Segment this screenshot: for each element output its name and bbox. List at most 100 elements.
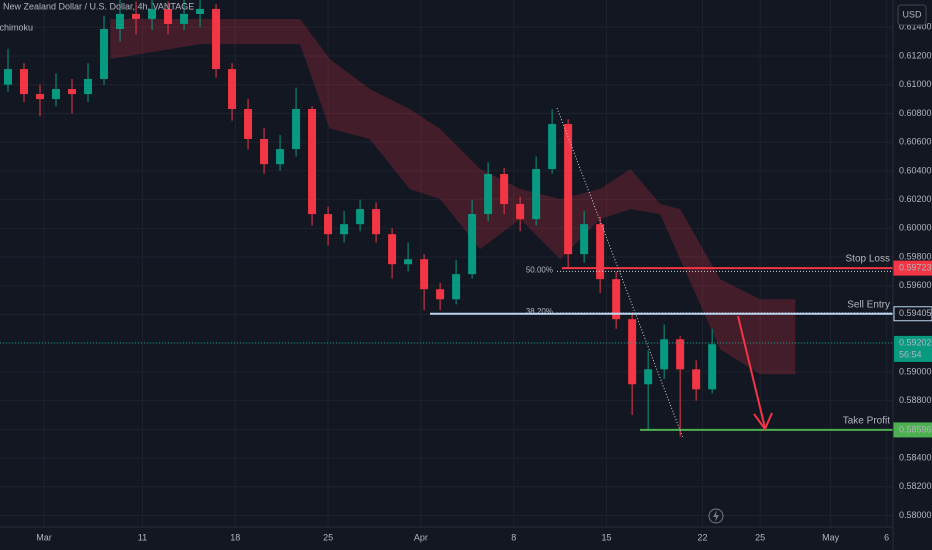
candle-body — [580, 224, 589, 255]
icon-bolt — [713, 510, 719, 522]
level-tag — [893, 306, 932, 322]
currency-label: USD — [902, 9, 922, 19]
level-price: 0.59723 — [899, 262, 932, 272]
candle-body — [372, 209, 381, 235]
candle-body — [564, 124, 573, 255]
last-price-tag — [894, 335, 932, 362]
countdown: 56:54 — [899, 349, 922, 359]
level-price: 0.58596 — [899, 424, 932, 434]
candle-body — [308, 108, 317, 215]
candle-body — [692, 369, 701, 390]
y-tick-label: 0.58200 — [899, 481, 932, 491]
x-tick-label: 25 — [755, 532, 765, 542]
lightning-icon[interactable] — [708, 508, 724, 524]
candle-body — [68, 89, 77, 95]
y-tick-label: 0.61400 — [899, 22, 932, 32]
candle-body — [644, 369, 653, 385]
x-tick-label: 18 — [230, 532, 240, 542]
candle-body — [132, 13, 141, 19]
x-tick-label: 6 — [884, 532, 889, 542]
x-tick-label: 25 — [323, 532, 333, 542]
level-name: Sell Entry — [847, 299, 890, 310]
x-tick-label: 11 — [138, 532, 147, 542]
level-tag — [893, 260, 932, 276]
y-tick-label: 0.58800 — [899, 395, 932, 405]
candle-body — [484, 174, 493, 215]
candle-body — [324, 214, 333, 235]
arrow-shaft — [737, 315, 766, 429]
x-tick-label: 15 — [602, 532, 612, 542]
candle-body — [244, 108, 253, 140]
candle-body — [52, 89, 61, 100]
fib-trend-line — [556, 107, 684, 439]
candle-body — [404, 259, 413, 265]
candle-body — [548, 124, 557, 170]
level-name: Stop Loss — [846, 254, 890, 265]
candle-body — [660, 339, 669, 370]
candle-body — [500, 174, 509, 205]
candle-body — [228, 69, 237, 109]
candle-body — [212, 8, 221, 70]
y-tick-label: 0.59000 — [899, 366, 932, 376]
candle-body — [516, 204, 525, 220]
x-tick-label: Mar — [36, 532, 52, 542]
candle-body — [292, 108, 301, 150]
y-tick-label: 0.61000 — [899, 79, 932, 89]
plot: 50.00% 38.20% Stop Loss Sell Entry Take Prof… — [0, 0, 893, 437]
axis-labels: 0.61400 0.61200 0.61000 0.60800 0.60600 0.604… — [36, 22, 932, 542]
candle-body — [164, 8, 173, 24]
candle-body — [420, 259, 429, 290]
fib-label: 38.20% — [526, 307, 553, 316]
x-tick-label: Apr — [414, 532, 428, 542]
candle-body — [532, 169, 541, 220]
candle-body — [628, 319, 637, 385]
candle-body — [276, 149, 285, 165]
candle-body — [4, 69, 13, 85]
y-tick-label: 0.59800 — [899, 251, 932, 261]
candle-body — [612, 279, 621, 320]
level-name: Take Profit — [843, 416, 890, 427]
x-tick-label: May — [822, 532, 840, 542]
y-tick-label: 0.61200 — [899, 50, 932, 60]
y-tick-label: 0.58000 — [899, 510, 932, 520]
fib-label: 50.00% — [526, 266, 553, 275]
arrow — [737, 315, 773, 431]
candle-body — [676, 339, 685, 370]
y-tick-label: 0.60800 — [899, 108, 932, 118]
candle-body — [84, 78, 93, 95]
candle-body — [100, 29, 109, 79]
candle-body — [708, 344, 717, 390]
grid — [0, 0, 893, 527]
ichimoku-cloud — [110, 18, 796, 375]
y-tick-label: 0.59600 — [899, 280, 932, 290]
candle-body — [260, 139, 269, 165]
x-tick-label: 8 — [511, 532, 516, 542]
y-tick-label: 0.60000 — [899, 223, 932, 233]
candle-body — [356, 209, 365, 225]
level-price: 0.59405 — [899, 308, 932, 318]
candle-body — [180, 13, 189, 24]
arrow-head — [753, 412, 773, 431]
symbol-title: New Zealand Dollar / U.S. Dollar, 4h, VA… — [3, 1, 194, 11]
candle-body — [340, 224, 349, 235]
indicator-name: Ichimoku — [0, 22, 33, 32]
candle-body — [20, 69, 29, 95]
candle-body — [436, 289, 445, 300]
candle-body — [36, 94, 45, 100]
icon-circle — [708, 508, 724, 524]
candle-body — [388, 234, 397, 265]
x-tick-label: 22 — [698, 532, 708, 542]
y-tick-label: 0.60200 — [899, 194, 932, 204]
candle-body — [148, 8, 157, 19]
candle-body — [468, 214, 477, 275]
candle-body — [596, 224, 605, 280]
candle-body — [196, 8, 205, 14]
y-tick-label: 0.60400 — [899, 165, 932, 175]
currency-button[interactable] — [897, 4, 927, 26]
y-tick-label: 0.58400 — [899, 452, 932, 462]
y-tick-label: 0.60600 — [899, 137, 932, 147]
last-price-label: 0.59202 — [899, 337, 932, 347]
